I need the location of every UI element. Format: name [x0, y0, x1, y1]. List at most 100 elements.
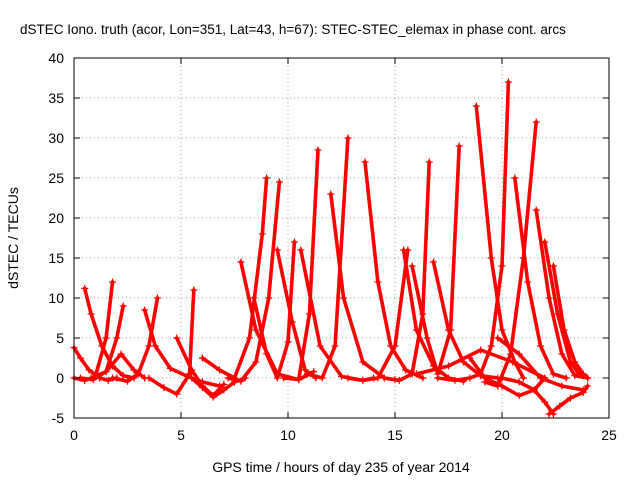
- data-point: [395, 376, 403, 384]
- data-point: [477, 346, 485, 354]
- data-point: [455, 142, 463, 150]
- data-point: [81, 284, 89, 292]
- y-tick-label: 0: [56, 370, 64, 386]
- y-axis-label: dSTEC / TECUs: [5, 187, 21, 289]
- series-layer: [70, 78, 592, 418]
- data-point: [265, 294, 273, 302]
- x-tick-label: 0: [70, 427, 78, 443]
- data-point: [295, 376, 303, 384]
- data-point: [530, 386, 538, 394]
- series-7: [145, 286, 198, 398]
- data-point: [387, 342, 395, 350]
- data-point: [297, 246, 305, 254]
- series-line: [142, 308, 222, 388]
- data-point: [124, 377, 131, 385]
- data-point: [263, 174, 271, 182]
- y-tick-label: 5: [56, 330, 64, 346]
- data-point: [584, 374, 592, 382]
- data-point: [412, 326, 420, 334]
- data-point: [318, 374, 326, 382]
- data-point: [273, 246, 281, 254]
- series-line: [474, 104, 526, 380]
- data-point: [258, 230, 266, 238]
- data-point: [301, 366, 309, 374]
- data-point: [374, 374, 382, 382]
- series-33: [549, 262, 592, 382]
- data-point: [188, 374, 196, 382]
- data-point: [141, 306, 149, 314]
- data-point: [166, 364, 174, 372]
- data-point: [102, 368, 110, 376]
- data-point: [566, 394, 574, 402]
- data-point: [252, 326, 260, 334]
- data-point: [541, 374, 549, 382]
- data-point: [224, 374, 232, 382]
- data-point: [494, 334, 502, 342]
- data-point: [275, 178, 283, 186]
- tick-layer: 0 5 10 15 20 25 -5 0 5 10 15 20 25 30 35 40: [48, 50, 617, 443]
- data-point: [119, 302, 127, 310]
- data-point: [145, 374, 153, 382]
- chart-title: dSTEC Iono. truth (acor, Lon=351, Lat=43…: [20, 22, 566, 37]
- data-point: [87, 374, 95, 382]
- data-point: [515, 350, 523, 358]
- data-point: [571, 372, 579, 380]
- series-line: [328, 192, 397, 382]
- data-point: [549, 370, 557, 378]
- y-tick-label: 40: [48, 50, 64, 66]
- data-point: [584, 382, 592, 390]
- series-line: [281, 148, 320, 382]
- data-point: [472, 102, 480, 110]
- data-point: [263, 350, 271, 358]
- data-point: [245, 334, 253, 342]
- data-point: [498, 374, 506, 382]
- data-point: [515, 378, 523, 386]
- data-point: [466, 374, 474, 382]
- data-point: [359, 376, 367, 384]
- data-point: [445, 326, 452, 334]
- data-point: [153, 294, 161, 302]
- data-point: [374, 278, 382, 286]
- data-point: [402, 366, 410, 374]
- data-point: [331, 342, 339, 350]
- data-point: [380, 374, 388, 382]
- data-point: [451, 376, 459, 384]
- data-point: [412, 370, 420, 378]
- data-point: [340, 294, 348, 302]
- data-point: [327, 190, 335, 198]
- data-point: [571, 358, 579, 366]
- data-point: [507, 350, 515, 358]
- data-point: [188, 366, 196, 374]
- data-point: [494, 382, 502, 390]
- x-tick-label: 25: [601, 427, 617, 443]
- data-point: [117, 350, 125, 358]
- series-line: [305, 136, 350, 380]
- plot-frame: [73, 57, 610, 419]
- data-point: [109, 374, 117, 382]
- data-point: [102, 334, 110, 342]
- data-point: [87, 310, 95, 318]
- data-point: [524, 278, 532, 286]
- data-point: [316, 342, 324, 350]
- data-point: [284, 338, 292, 346]
- data-point: [76, 354, 84, 362]
- series-17: [303, 134, 352, 382]
- data-point: [419, 374, 427, 382]
- x-tick-label: 20: [494, 427, 510, 443]
- data-point: [558, 350, 566, 358]
- data-point: [237, 258, 245, 266]
- series-line: [200, 176, 269, 380]
- data-point: [288, 318, 296, 326]
- data-point: [579, 370, 587, 378]
- series-line: [226, 180, 282, 384]
- data-point: [134, 370, 142, 378]
- data-point: [338, 372, 345, 380]
- x-tick-label: 5: [177, 427, 185, 443]
- data-point: [541, 398, 549, 406]
- data-point: [130, 366, 138, 374]
- data-point: [434, 374, 442, 382]
- series-36: [412, 346, 549, 382]
- data-point: [487, 254, 495, 262]
- data-point: [119, 372, 127, 380]
